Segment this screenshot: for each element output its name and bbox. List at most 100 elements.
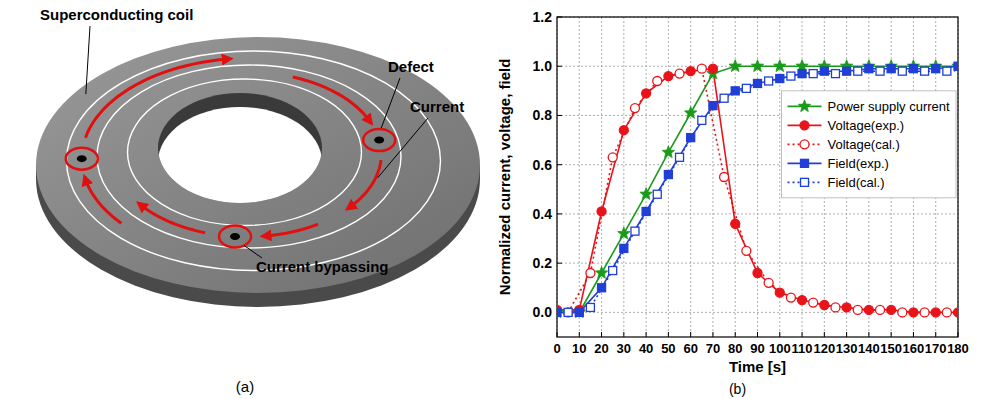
marker	[619, 126, 628, 135]
marker	[630, 104, 639, 113]
tick-label: 70	[706, 341, 720, 356]
tick-mark	[712, 332, 713, 337]
axis-title: Time [s]	[729, 358, 786, 375]
tick-mark	[868, 332, 869, 337]
marker	[557, 306, 563, 318]
caption: (a)	[236, 378, 254, 395]
marker	[698, 116, 706, 124]
line-chart: 0102030405060708090100110120130140150160…	[496, 9, 969, 375]
marker	[801, 159, 809, 167]
tick-label: 0.2	[533, 255, 553, 271]
tick-mark	[623, 332, 624, 337]
marker	[686, 67, 695, 76]
tick-label: 180	[947, 341, 969, 356]
coil-top	[36, 37, 480, 293]
tick-label: 20	[594, 341, 608, 356]
marker	[887, 65, 895, 73]
current-arrow	[141, 205, 205, 233]
marker	[708, 64, 717, 73]
marker	[809, 70, 817, 78]
tick-label: 160	[903, 341, 925, 356]
series-line	[557, 66, 958, 312]
marker	[932, 65, 940, 73]
tick-mark	[913, 332, 914, 337]
tick-label: 100	[769, 341, 791, 356]
tick-mark	[601, 332, 602, 337]
marker	[776, 75, 784, 83]
tick-label: 10	[572, 341, 586, 356]
tick-mark	[557, 263, 562, 264]
marker	[820, 301, 829, 310]
marker	[898, 67, 906, 75]
marker	[920, 308, 929, 317]
marker	[642, 89, 651, 98]
marker	[753, 269, 762, 278]
grid-line	[646, 17, 647, 337]
marker	[731, 87, 739, 95]
marker	[597, 207, 606, 216]
marker	[801, 178, 809, 186]
marker	[952, 60, 958, 72]
tick-label: 0.0	[533, 304, 553, 320]
marker	[876, 305, 885, 314]
tick-label: 140	[858, 341, 880, 356]
marker	[573, 306, 585, 318]
marker	[854, 67, 862, 75]
tick-label: 1.2	[533, 9, 553, 25]
marker	[731, 219, 740, 228]
legend-label: Power supply current	[828, 99, 950, 114]
coil-diagram: Superconducting coilDefectCurrentCurrent…	[36, 6, 480, 307]
plot-frame	[557, 17, 958, 337]
marker	[864, 305, 873, 314]
label: Superconducting coil	[40, 6, 193, 23]
tick-label: 110	[792, 341, 813, 356]
grid-line	[557, 213, 958, 214]
tick-label: 1.0	[533, 58, 553, 74]
marker	[943, 67, 951, 75]
marker	[631, 227, 639, 235]
tick-mark	[557, 66, 562, 67]
legend-label: Voltage(cal.)	[828, 137, 900, 152]
marker	[729, 60, 741, 72]
leader-line	[86, 26, 90, 94]
current-arrow	[266, 224, 319, 236]
marker	[931, 308, 940, 317]
tick-mark	[690, 332, 691, 337]
marker	[608, 153, 617, 162]
marker	[742, 246, 751, 255]
marker	[720, 173, 729, 182]
bypass-loop	[219, 225, 251, 247]
marker	[876, 67, 884, 75]
marker	[609, 267, 617, 275]
tick-mark	[935, 332, 936, 337]
marker	[843, 67, 851, 75]
tick-mark	[557, 115, 562, 116]
marker	[640, 188, 652, 200]
plot-background	[557, 17, 958, 337]
marker	[787, 72, 795, 80]
legend-label: Voltage(exp.)	[828, 118, 905, 133]
marker	[754, 79, 762, 87]
winding-line	[128, 79, 362, 226]
tick-mark	[757, 332, 758, 337]
marker	[842, 303, 851, 312]
marker	[865, 65, 873, 73]
bypass-loop	[363, 129, 395, 151]
marker	[575, 308, 583, 316]
tick-mark	[557, 164, 562, 165]
defect	[230, 233, 240, 240]
marker	[798, 70, 806, 78]
marker	[697, 64, 706, 73]
marker	[831, 303, 840, 312]
marker	[786, 293, 795, 302]
marker	[662, 146, 674, 158]
marker	[898, 308, 907, 317]
leader-line	[378, 118, 428, 178]
grid-line	[623, 17, 624, 337]
tick-mark	[891, 332, 892, 337]
defect	[77, 155, 87, 162]
data-group	[557, 60, 958, 318]
marker	[831, 70, 839, 78]
marker	[764, 278, 773, 287]
marker	[618, 227, 630, 239]
